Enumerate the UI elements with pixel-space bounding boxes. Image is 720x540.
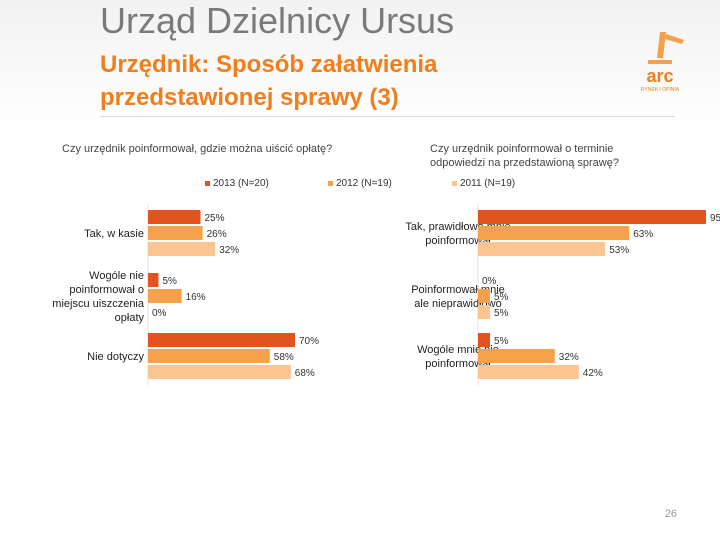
value-label-chart-1-cat-3-2013: 70% xyxy=(299,336,319,347)
value-label-chart-2-cat-3-2011: 42% xyxy=(583,368,603,379)
category-label-chart-1-2: miejscu uiszczenia xyxy=(52,298,145,310)
header-divider xyxy=(100,116,675,117)
bar-chart-1-cat-2-2012 xyxy=(148,289,182,303)
bar-chart-2-cat-1-2011 xyxy=(478,242,606,256)
bar-chart-1-cat-1-2012 xyxy=(148,226,203,240)
question-right: Czy urzędnik poinformował o terminie odp… xyxy=(430,143,619,169)
legend-item-2013: 2013 (N=20) xyxy=(205,178,269,189)
page-number: 26 xyxy=(664,508,677,520)
value-label-chart-2-cat-1-2012: 63% xyxy=(633,229,653,240)
category-label-chart-2-3: poinformował xyxy=(425,358,491,370)
legend-label-2011: 2011 (N=19) xyxy=(460,178,516,189)
value-label-chart-1-cat-1-2013: 25% xyxy=(205,213,225,224)
bar-chart-1-cat-3-2013 xyxy=(148,333,295,347)
value-label-chart-2-cat-3-2012: 32% xyxy=(559,352,579,363)
legend-swatch-2011 xyxy=(452,181,457,186)
arc-logo: arc RYNEK I OPINIA xyxy=(641,32,684,93)
bar-chart-2-cat-3-2011 xyxy=(478,365,579,379)
question-left: Czy urzędnik poinformował, gdzie można u… xyxy=(62,143,333,155)
value-label-chart-2-cat-2-2013: 0% xyxy=(482,276,497,287)
logo-base-icon xyxy=(648,60,672,64)
bar-chart-2-cat-2-2011 xyxy=(478,305,490,319)
category-label-chart-1-2: opłaty xyxy=(115,312,145,324)
value-label-chart-1-cat-1-2012: 26% xyxy=(207,229,227,240)
value-label-chart-2-cat-1-2013: 95% xyxy=(710,213,720,224)
category-label-chart-2-1: poinformował xyxy=(425,235,491,247)
page-title: Urząd Dzielnicy Ursus xyxy=(100,0,455,41)
logo-tagline: RYNEK I OPINIA xyxy=(641,87,680,93)
category-label-chart-1-3: Nie dotyczy xyxy=(87,351,144,363)
logo-ray-icon xyxy=(665,34,684,44)
header-background xyxy=(0,0,720,130)
legend-swatch-2013 xyxy=(205,181,210,186)
value-label-chart-2-cat-1-2011: 53% xyxy=(609,245,629,256)
legend-item-2011: 2011 (N=19) xyxy=(452,178,515,189)
value-label-chart-1-cat-2-2012: 16% xyxy=(186,292,206,303)
bar-chart-1-cat-3-2011 xyxy=(148,365,291,379)
bar-chart-2-cat-1-2012 xyxy=(478,226,630,240)
value-label-chart-1-cat-2-2011: 0% xyxy=(152,308,167,319)
value-label-chart-2-cat-2-2012: 5% xyxy=(494,292,509,303)
logo-text: arc xyxy=(646,66,673,86)
value-label-chart-1-cat-1-2011: 32% xyxy=(219,245,239,256)
bar-chart-2-cat-1-2013 xyxy=(478,210,706,224)
category-label-chart-1-2: poinformował o xyxy=(69,284,144,296)
legend-swatch-2012 xyxy=(328,181,333,186)
page-subtitle: Urzędnik: Sposób załatwienia przedstawio… xyxy=(100,51,438,111)
legend-label-2013: 2013 (N=20) xyxy=(213,178,269,189)
value-label-chart-2-cat-2-2011: 5% xyxy=(494,308,509,319)
bar-chart-1-cat-3-2012 xyxy=(148,349,270,363)
value-label-chart-1-cat-3-2011: 68% xyxy=(295,368,315,379)
legend: 2013 (N=20) 2012 (N=19) 2011 (N=19) xyxy=(0,178,720,192)
value-label-chart-2-cat-3-2013: 5% xyxy=(494,336,509,347)
legend-label-2012: 2012 (N=19) xyxy=(336,178,392,189)
bar-chart-2-cat-3-2012 xyxy=(478,349,555,363)
logo-beam-icon xyxy=(657,32,666,58)
category-label-chart-1-1: Tak, w kasie xyxy=(84,228,144,240)
legend-item-2012: 2012 (N=19) xyxy=(328,178,392,189)
bar-chart-1-cat-2-2013 xyxy=(148,273,159,287)
category-label-chart-1-2: Wogóle nie xyxy=(89,270,144,282)
bar-chart-2-cat-3-2013 xyxy=(478,333,490,347)
bar-chart-1-cat-1-2011 xyxy=(148,242,216,256)
bar-chart-1-cat-1-2013 xyxy=(148,210,201,224)
value-label-chart-1-cat-3-2012: 58% xyxy=(274,352,294,363)
value-label-chart-1-cat-2-2013: 5% xyxy=(163,276,178,287)
bar-chart-2-cat-2-2012 xyxy=(478,289,490,303)
